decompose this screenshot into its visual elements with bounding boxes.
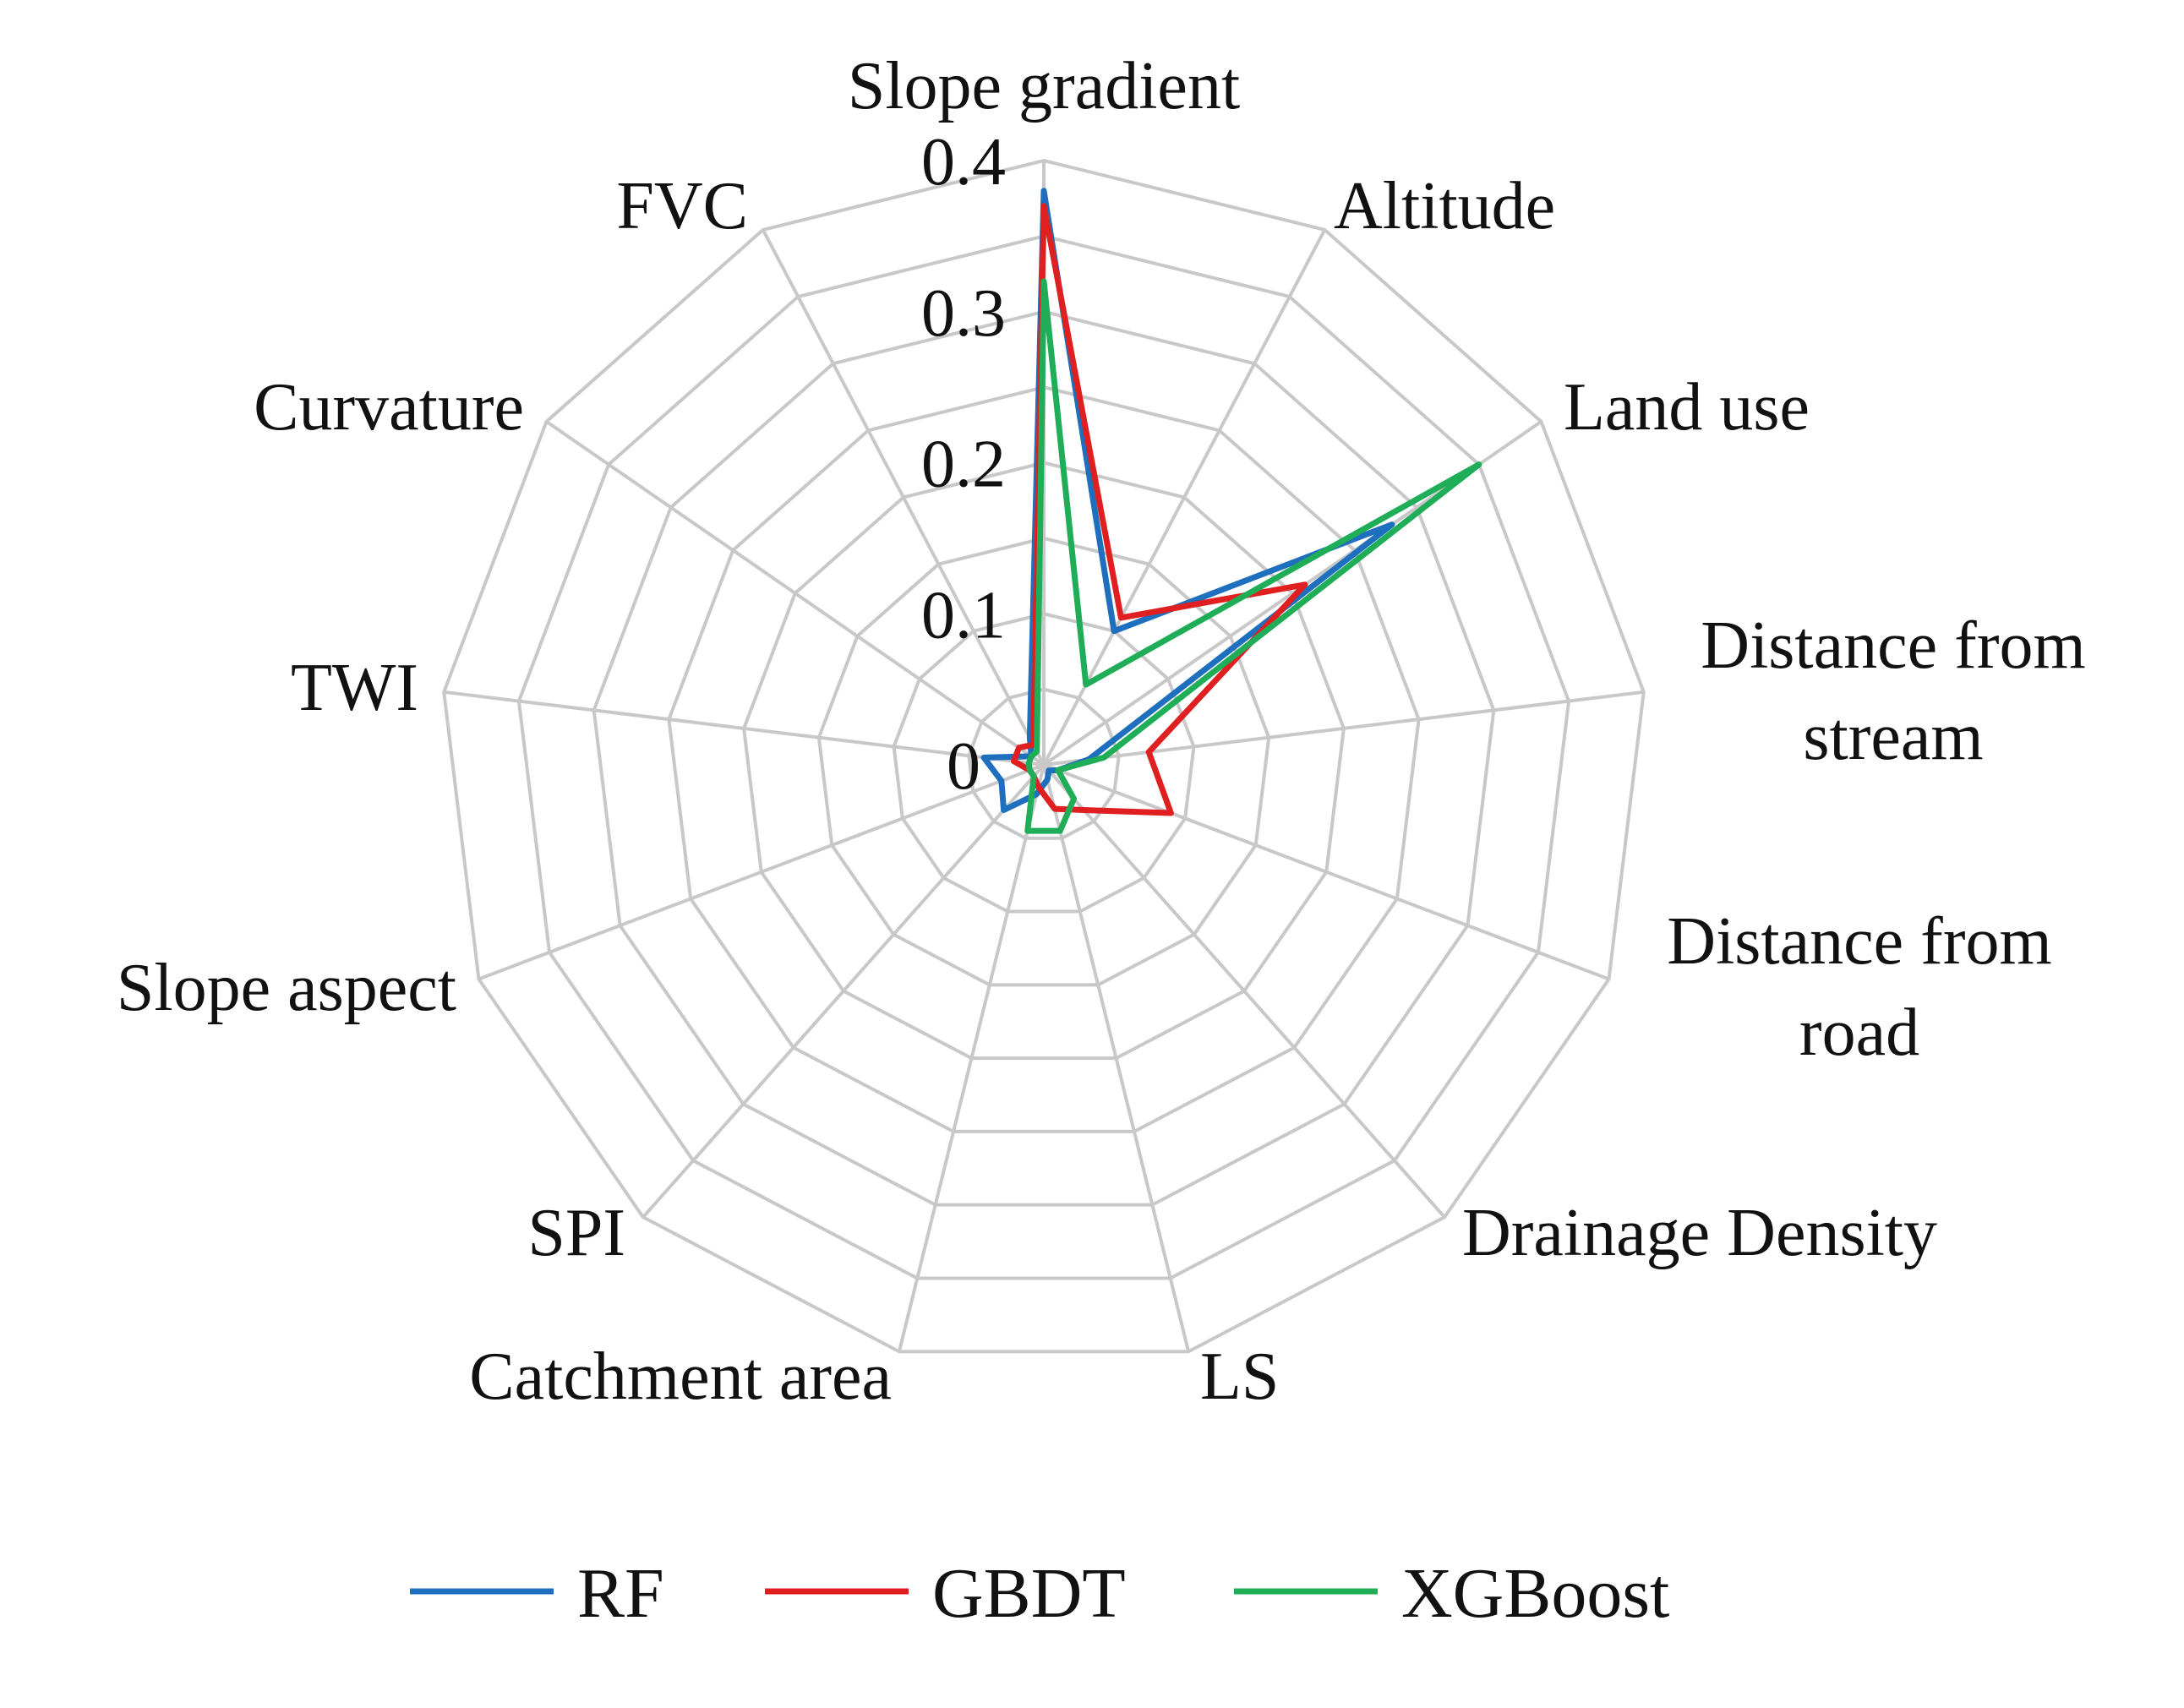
grid-spoke <box>1042 763 1446 1219</box>
series-line-gbdt <box>1011 203 1308 816</box>
grid-ring <box>516 234 1571 1280</box>
tick-label: 0.4 <box>921 125 1006 199</box>
grid-spoke <box>1042 228 1327 766</box>
grid-spoke <box>642 763 1046 1219</box>
grid-spoke <box>1042 764 1191 1352</box>
category-label: Altitude <box>1334 169 1555 243</box>
legend-label-gbdt: GBDT <box>932 1554 1126 1633</box>
grid-ring <box>742 461 1346 1061</box>
series-line-xgboost <box>1024 278 1482 834</box>
grid-spoke <box>761 228 1046 766</box>
grid-ring <box>967 687 1121 840</box>
category-label: Curvature <box>254 370 524 445</box>
category-label: stream <box>1803 700 1983 774</box>
legend-label-rf: RF <box>577 1554 664 1633</box>
grid-spoke <box>545 420 1046 767</box>
grid-ring <box>442 158 1646 1354</box>
category-label: Land use <box>1564 370 1810 445</box>
grid-spoke <box>897 764 1046 1352</box>
category-label: SPI <box>527 1196 625 1270</box>
category-label: Distance from <box>1701 608 2085 683</box>
tick-label: 0 <box>947 729 980 804</box>
category-label: TWI <box>291 651 418 725</box>
tick-label: 0.3 <box>921 276 1006 351</box>
radial-tick-labels: 0 0.1 0.2 0.3 0.4 <box>921 125 1006 804</box>
category-label: road <box>1799 996 1919 1070</box>
grid-spoke <box>478 763 1045 981</box>
grid-ring <box>592 309 1496 1207</box>
category-label: FVC <box>616 169 748 243</box>
legend: RF GBDT XGBoost <box>410 1554 1669 1633</box>
tick-label: 0.2 <box>921 428 1006 502</box>
category-label: LS <box>1200 1340 1279 1414</box>
category-label: Slope gradient <box>848 49 1240 123</box>
category-label: Drainage Density <box>1462 1196 1937 1270</box>
radar-grid <box>442 158 1646 1354</box>
grid-ring <box>892 612 1196 914</box>
grid-spoke <box>1043 763 1610 981</box>
grid-spoke <box>443 690 1045 767</box>
grid-ring <box>667 385 1421 1133</box>
tick-label: 0.1 <box>921 578 1006 652</box>
category-label: Slope aspect <box>117 951 456 1025</box>
grid-spoke <box>1043 690 1645 767</box>
legend-label-xgboost: XGBoost <box>1401 1554 1669 1633</box>
category-labels: Slope gradient Altitude Land use Distance f… <box>117 49 2086 1414</box>
category-label: Catchment area <box>469 1340 892 1414</box>
radar-series <box>980 188 1482 834</box>
category-label: Distance from <box>1667 904 2051 979</box>
